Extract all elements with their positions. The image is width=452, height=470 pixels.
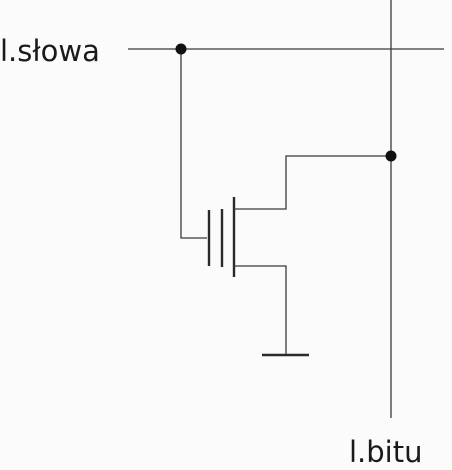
bit-line-junction (385, 150, 397, 162)
source-wire (234, 265, 287, 354)
bit-line-label: l.bitu (349, 435, 423, 469)
gate-wire (180, 49, 207, 239)
drain-wire (234, 155, 391, 210)
word-line-label: l.słowa (0, 34, 100, 68)
word-line-junction (175, 43, 187, 55)
